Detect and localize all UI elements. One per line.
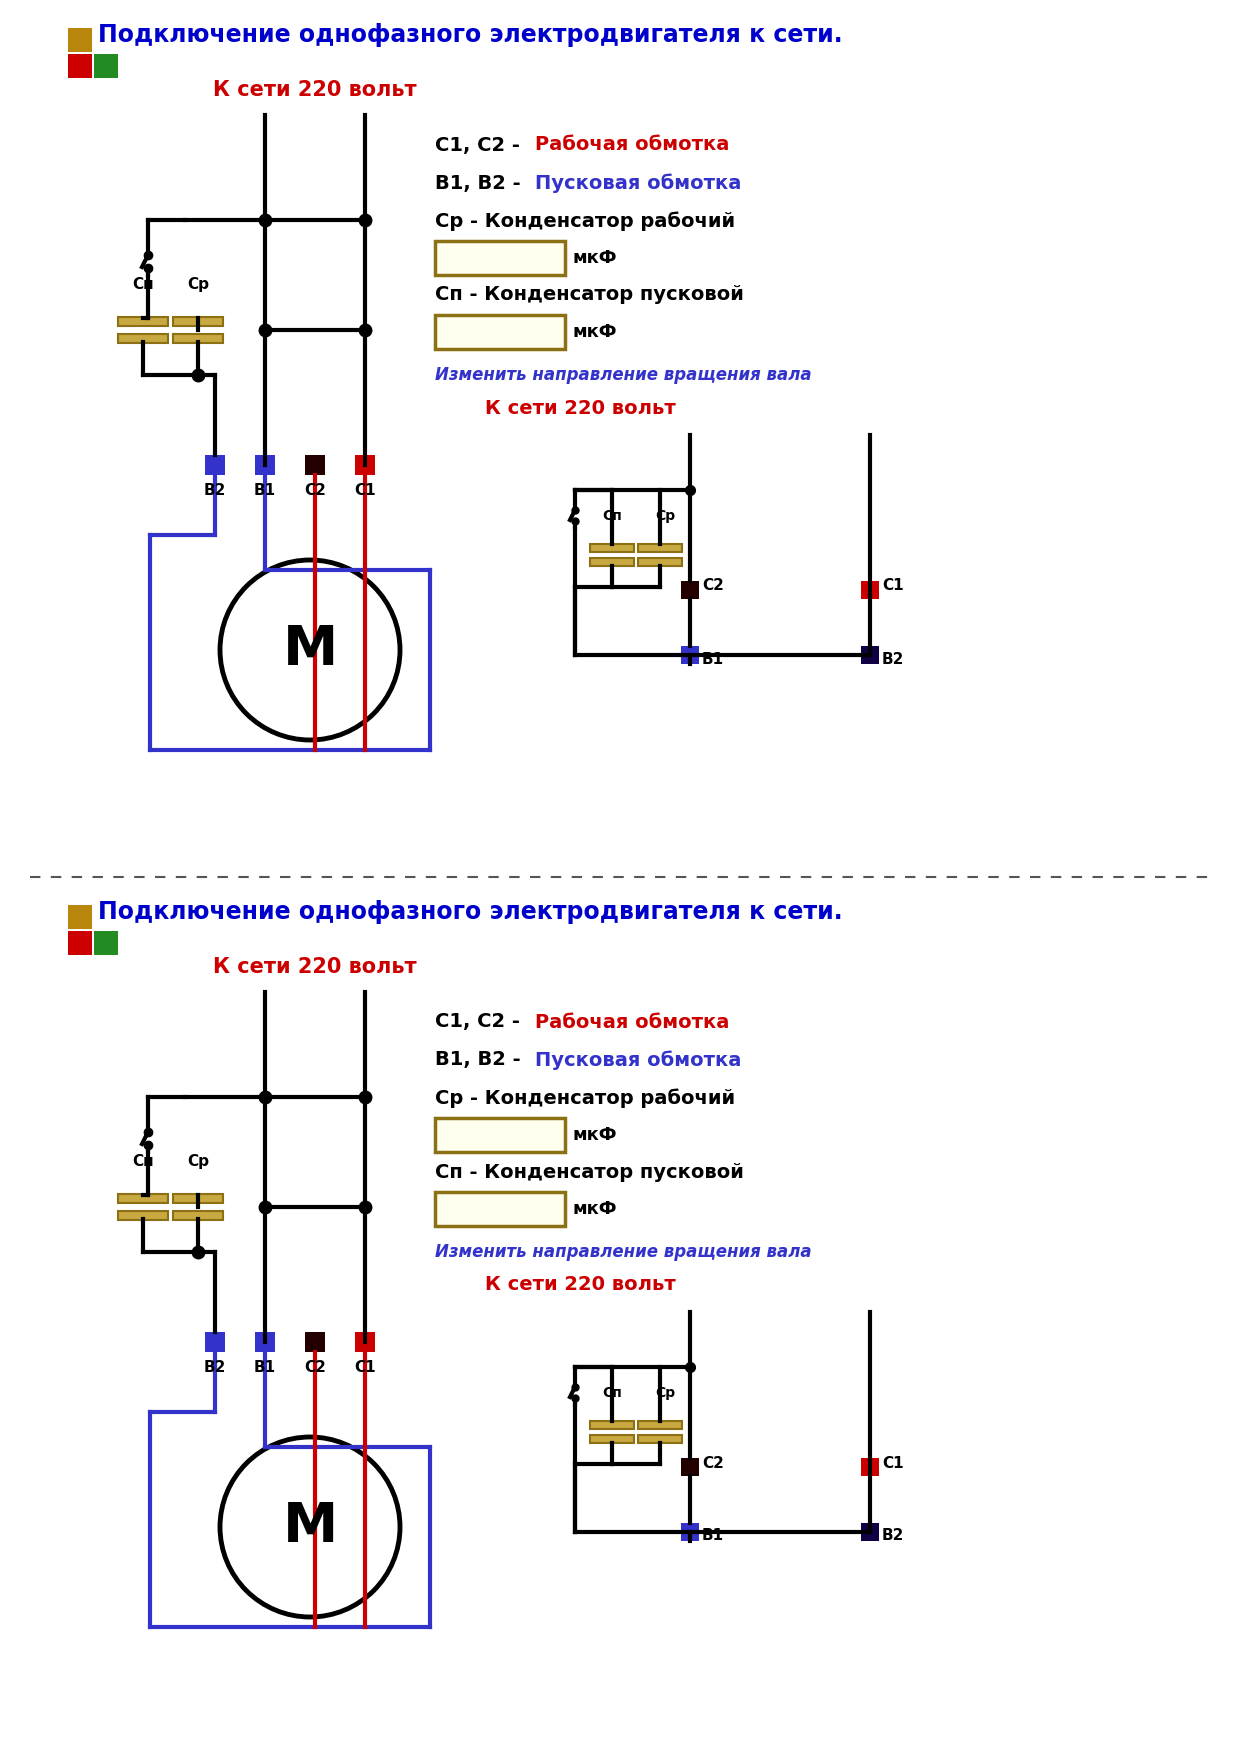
Text: Рабочая обмотка: Рабочая обмотка <box>534 1012 729 1031</box>
Bar <box>94 931 118 954</box>
Text: Сп - Конденсатор пусковой: Сп - Конденсатор пусковой <box>435 286 744 305</box>
Text: В1: В1 <box>254 482 277 498</box>
Text: Пусковая обмотка: Пусковая обмотка <box>534 174 742 193</box>
Bar <box>174 333 223 344</box>
Text: С2: С2 <box>304 1359 326 1375</box>
Bar <box>639 1421 682 1430</box>
Text: мкФ: мкФ <box>573 249 618 267</box>
Text: С1: С1 <box>355 482 376 498</box>
Bar <box>861 645 879 665</box>
Text: С2: С2 <box>304 482 326 498</box>
Text: Ср: Ср <box>655 509 675 523</box>
Bar <box>305 454 325 475</box>
Text: С1, С2 -: С1, С2 - <box>435 1012 527 1031</box>
Bar <box>305 1331 325 1352</box>
Bar <box>681 1458 699 1477</box>
Text: М: М <box>283 1500 337 1554</box>
Bar <box>590 1421 634 1430</box>
Bar <box>255 1331 275 1352</box>
Bar <box>205 454 224 475</box>
Text: С2: С2 <box>702 579 724 593</box>
Bar <box>118 317 167 326</box>
Bar <box>118 1194 167 1203</box>
Text: С1, С2 -: С1, С2 - <box>435 135 527 154</box>
Text: Ср: Ср <box>655 1386 675 1400</box>
Text: Ср: Ср <box>187 277 210 291</box>
Text: С1: С1 <box>355 1359 376 1375</box>
Bar <box>68 905 92 930</box>
Bar <box>590 558 634 567</box>
Text: К сети 220 вольт: К сети 220 вольт <box>485 398 676 417</box>
Text: Сп - Конденсатор пусковой: Сп - Конденсатор пусковой <box>435 1163 744 1182</box>
Text: Рабочая обмотка: Рабочая обмотка <box>534 135 729 154</box>
Text: М: М <box>283 623 337 677</box>
Bar <box>174 317 223 326</box>
Text: В2: В2 <box>882 651 904 667</box>
Text: Сп: Сп <box>133 1154 154 1168</box>
Bar <box>255 454 275 475</box>
Bar <box>68 28 92 53</box>
Circle shape <box>219 560 401 740</box>
Text: Изменить направление вращения вала: Изменить направление вращения вала <box>435 1244 812 1261</box>
Bar <box>118 1210 167 1221</box>
Bar <box>435 240 565 275</box>
Text: В1: В1 <box>254 1359 277 1375</box>
Text: Ср - Конденсатор рабочий: Ср - Конденсатор рабочий <box>435 210 735 232</box>
Text: мкФ: мкФ <box>573 1126 618 1144</box>
Text: В2: В2 <box>203 1359 226 1375</box>
Text: С1: С1 <box>882 579 904 593</box>
Text: В2: В2 <box>203 482 226 498</box>
Text: Пусковая обмотка: Пусковая обмотка <box>534 1051 742 1070</box>
Text: Ср - Конденсатор рабочий: Ср - Конденсатор рабочий <box>435 1087 735 1109</box>
Bar <box>861 581 879 600</box>
Bar <box>205 1331 224 1352</box>
Text: В1: В1 <box>702 1528 724 1544</box>
Text: Изменить направление вращения вала: Изменить направление вращения вала <box>435 367 812 384</box>
Text: Сп: Сп <box>603 1386 622 1400</box>
Bar <box>435 1193 565 1226</box>
Bar <box>861 1458 879 1477</box>
Text: Подключение однофазного электродвигателя к сети.: Подключение однофазного электродвигателя… <box>98 900 843 924</box>
Text: В2: В2 <box>882 1528 904 1544</box>
Text: В1, В2 -: В1, В2 - <box>435 174 527 193</box>
Text: С1: С1 <box>882 1456 904 1470</box>
Circle shape <box>219 1437 401 1617</box>
Bar <box>861 1522 879 1542</box>
Bar <box>174 1194 223 1203</box>
Bar <box>435 316 565 349</box>
Bar <box>94 54 118 77</box>
Bar <box>118 333 167 344</box>
Bar <box>355 454 374 475</box>
Bar <box>639 544 682 553</box>
Text: С2: С2 <box>702 1456 724 1470</box>
Bar <box>68 931 92 954</box>
Text: Ср: Ср <box>187 1154 210 1168</box>
Text: К сети 220 вольт: К сети 220 вольт <box>213 958 417 977</box>
Text: В1, В2 -: В1, В2 - <box>435 1051 527 1070</box>
Bar <box>590 1435 634 1444</box>
Bar <box>590 544 634 553</box>
Bar <box>639 558 682 567</box>
Text: Подключение однофазного электродвигателя к сети.: Подключение однофазного электродвигателя… <box>98 23 843 47</box>
Text: Сп: Сп <box>133 277 154 291</box>
Bar <box>435 1117 565 1152</box>
Text: В1: В1 <box>702 651 724 667</box>
Text: К сети 220 вольт: К сети 220 вольт <box>485 1275 676 1294</box>
Text: мкФ: мкФ <box>573 1200 618 1217</box>
Bar <box>639 1435 682 1444</box>
Bar <box>681 1522 699 1542</box>
Bar <box>68 54 92 77</box>
Bar <box>681 645 699 665</box>
Text: мкФ: мкФ <box>573 323 618 340</box>
Text: К сети 220 вольт: К сети 220 вольт <box>213 81 417 100</box>
Bar <box>355 1331 374 1352</box>
Bar <box>681 581 699 600</box>
Text: Сп: Сп <box>603 509 622 523</box>
Bar <box>174 1210 223 1221</box>
